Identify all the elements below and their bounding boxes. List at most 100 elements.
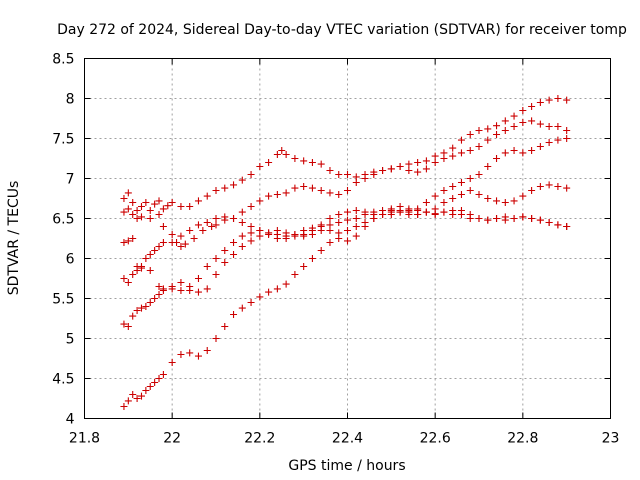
- data-point: [563, 135, 571, 142]
- data-point: [317, 227, 325, 234]
- data-point: [501, 127, 509, 134]
- data-point: [155, 291, 163, 298]
- data-point: [449, 195, 457, 202]
- data-point: [142, 387, 150, 394]
- data-point: [493, 122, 501, 130]
- data-point: [273, 191, 281, 198]
- data-point: [177, 243, 185, 250]
- data-point: [528, 215, 536, 222]
- data-point: [501, 117, 509, 125]
- data-points: [120, 95, 571, 410]
- data-point: [159, 371, 167, 378]
- data-point: [129, 391, 137, 398]
- data-point: [142, 303, 150, 310]
- data-point: [238, 232, 246, 240]
- data-point: [129, 235, 137, 242]
- data-point: [554, 183, 562, 190]
- data-point: [510, 123, 518, 130]
- data-point: [361, 211, 369, 218]
- data-point: [133, 307, 141, 314]
- data-point: [501, 213, 509, 221]
- data-point: [457, 211, 465, 218]
- y-tick-label: 7.5: [52, 132, 74, 148]
- data-point: [155, 283, 163, 290]
- data-point: [291, 231, 299, 238]
- y-tick-label: 8.5: [52, 52, 74, 68]
- data-point: [273, 235, 281, 242]
- data-point: [265, 159, 273, 166]
- data-point: [137, 263, 145, 270]
- data-point: [291, 184, 299, 192]
- data-point: [221, 247, 229, 254]
- data-point: [326, 167, 334, 174]
- data-point: [387, 207, 395, 214]
- data-point: [238, 243, 246, 250]
- data-point: [475, 191, 483, 198]
- data-point: [440, 208, 448, 216]
- data-point: [124, 323, 132, 330]
- data-point: [536, 99, 544, 106]
- data-point: [405, 160, 413, 168]
- data-point: [308, 184, 316, 192]
- data-point: [155, 243, 163, 250]
- data-point: [120, 403, 128, 410]
- data-point: [414, 207, 422, 214]
- data-point: [151, 379, 159, 386]
- series-track-5: [120, 205, 571, 330]
- y-tick-label: 5: [66, 332, 75, 348]
- data-point: [282, 280, 290, 288]
- data-point: [177, 351, 185, 358]
- data-point: [129, 271, 137, 278]
- y-tick-label: 4.5: [52, 372, 74, 388]
- data-point: [422, 157, 430, 165]
- data-point: [475, 127, 483, 134]
- data-point: [238, 208, 246, 216]
- data-point: [466, 147, 474, 154]
- data-point: [168, 239, 176, 246]
- data-point: [493, 131, 501, 138]
- data-point: [370, 215, 378, 222]
- data-point: [308, 159, 316, 166]
- data-point: [563, 184, 571, 192]
- data-point: [422, 199, 430, 206]
- data-point: [519, 192, 527, 200]
- data-point: [422, 208, 430, 216]
- data-point: [519, 119, 527, 126]
- data-point: [484, 163, 492, 170]
- data-point: [457, 191, 465, 198]
- data-point: [519, 149, 527, 157]
- series-track-2: [120, 117, 571, 250]
- data-point: [146, 251, 154, 258]
- data-point: [203, 347, 211, 354]
- data-point: [212, 221, 220, 229]
- data-point: [230, 181, 238, 189]
- x-tick-label: 22.6: [420, 431, 451, 447]
- data-point: [177, 232, 185, 240]
- data-point: [194, 221, 202, 229]
- data-point: [545, 96, 553, 104]
- data-point: [194, 288, 202, 296]
- plot-frame: [84, 58, 611, 419]
- data-point: [124, 397, 132, 405]
- data-point: [159, 285, 167, 293]
- y-tick-label: 4: [66, 412, 75, 428]
- data-point: [120, 320, 128, 328]
- data-point: [194, 197, 202, 205]
- data-point: [528, 103, 536, 110]
- data-point: [273, 151, 281, 158]
- series-track-6: [120, 203, 571, 410]
- data-point: [265, 192, 273, 200]
- data-point: [361, 223, 369, 230]
- data-point: [422, 165, 430, 173]
- data-point: [475, 215, 483, 222]
- data-point: [335, 211, 343, 218]
- data-point: [335, 235, 343, 242]
- data-point: [212, 215, 220, 222]
- data-point: [344, 208, 351, 216]
- data-point: [120, 195, 128, 202]
- y-tick-label: 7: [66, 172, 75, 188]
- data-point: [300, 157, 308, 165]
- data-point: [300, 183, 308, 190]
- y-tick-labels: 4 4.5 5 5.5 6 6.5 7 7.5 8 8.5: [52, 52, 74, 428]
